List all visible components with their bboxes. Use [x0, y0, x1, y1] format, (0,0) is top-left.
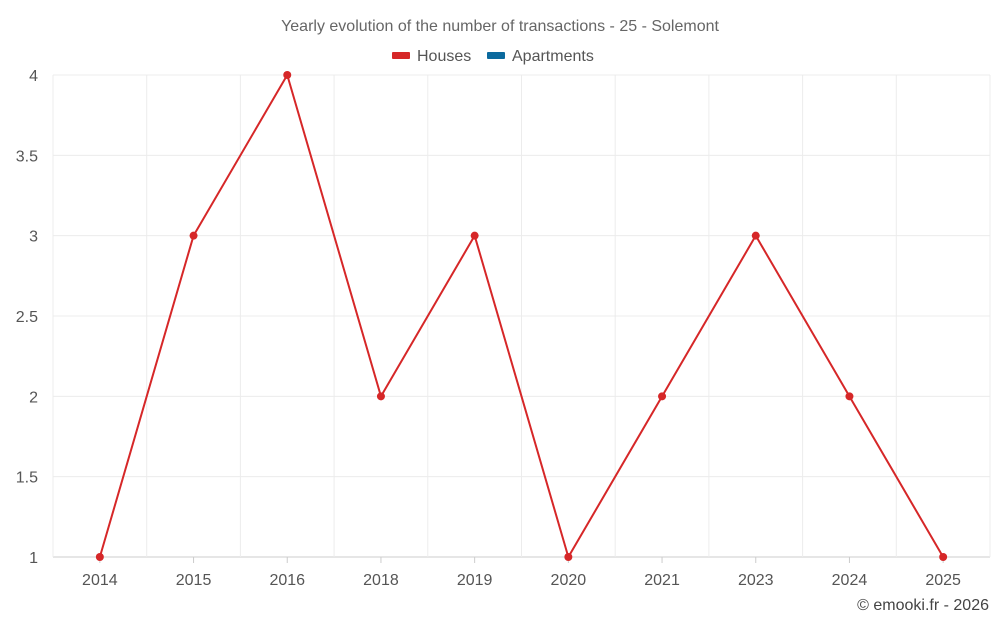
series-houses — [95, 71, 948, 561]
y-tick-label: 4 — [29, 68, 38, 85]
x-tick-label: 2016 — [269, 572, 305, 589]
x-tick-label: 2020 — [551, 572, 587, 589]
legend: Houses Apartments — [392, 48, 594, 65]
data-point[interactable] — [470, 231, 479, 240]
y-tick-label: 1 — [29, 550, 38, 567]
data-point[interactable] — [751, 231, 760, 240]
x-tick-label: 2025 — [925, 572, 961, 589]
data-point[interactable] — [283, 71, 292, 79]
data-point[interactable] — [189, 231, 198, 240]
y-tick-label: 3 — [29, 229, 38, 246]
x-tick-label: 2021 — [644, 572, 680, 589]
y-tick-label: 2.5 — [16, 309, 38, 326]
y-axis: 1 1.5 2 2.5 3 3.5 4 — [16, 68, 38, 567]
data-point[interactable] — [95, 553, 104, 561]
x-tick-label: 2015 — [176, 572, 212, 589]
data-point[interactable] — [376, 392, 385, 401]
chart-title: Yearly evolution of the number of transa… — [281, 18, 719, 35]
x-tick-label: 2014 — [82, 572, 118, 589]
x-tick-label: 2024 — [832, 572, 868, 589]
y-tick-label: 3.5 — [16, 148, 38, 165]
legend-swatch-houses[interactable] — [392, 52, 410, 59]
data-point[interactable] — [564, 553, 573, 561]
legend-label-apartments[interactable]: Apartments — [512, 48, 594, 65]
data-point[interactable] — [939, 553, 948, 561]
x-axis: 2014 2015 2016 2018 2019 2020 2021 2023 2024 2025 — [82, 557, 961, 589]
credit-text: © emooki.fr - 2026 — [857, 597, 989, 614]
data-point[interactable] — [658, 392, 667, 401]
y-tick-label: 1.5 — [16, 470, 38, 487]
x-tick-label: 2018 — [363, 572, 399, 589]
x-tick-label: 2023 — [738, 572, 774, 589]
legend-label-houses[interactable]: Houses — [417, 48, 471, 65]
y-tick-label: 2 — [29, 389, 38, 406]
grid — [52, 74, 991, 558]
x-tick-label: 2019 — [457, 572, 493, 589]
legend-swatch-apartments[interactable] — [487, 52, 505, 59]
data-point[interactable] — [845, 392, 854, 401]
series-line-houses — [98, 74, 945, 558]
